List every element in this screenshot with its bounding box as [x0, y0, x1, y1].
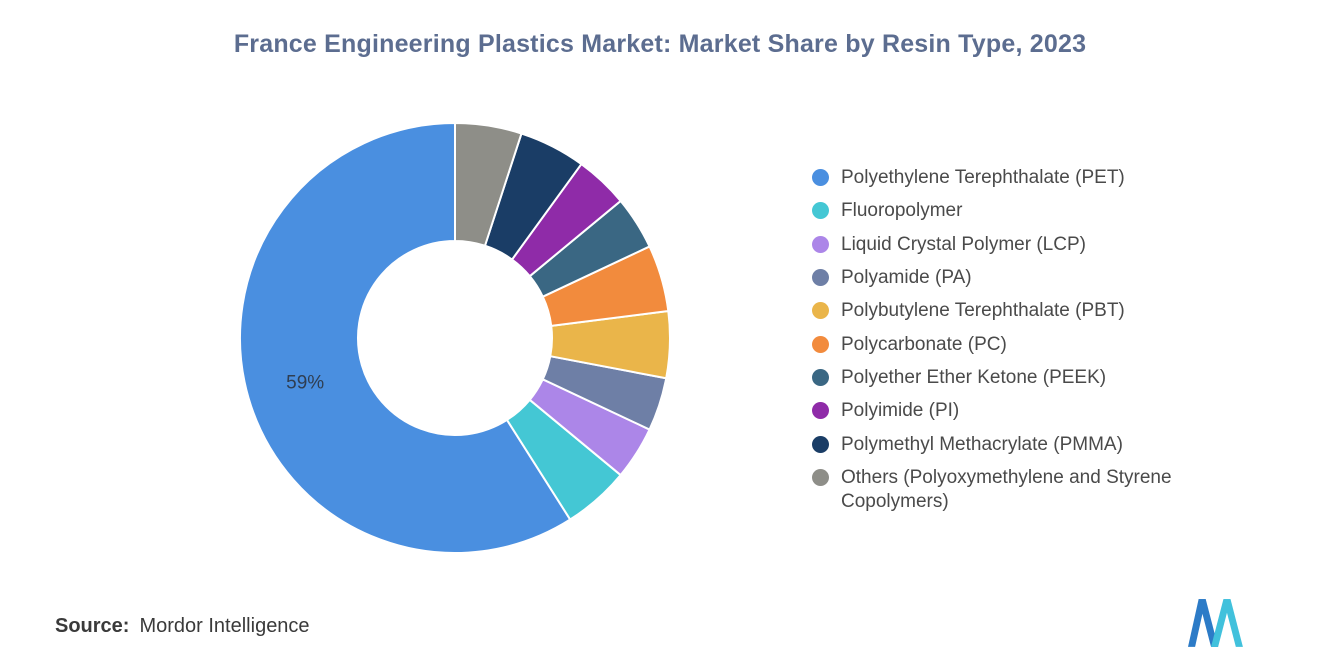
legend-item: Others (Polyoxymethylene and Styrene Cop… — [812, 466, 1262, 515]
legend-item: Polymethyl Methacrylate (PMMA) — [812, 433, 1262, 457]
legend-swatch-icon — [812, 202, 829, 220]
legend-label: Fluoropolymer — [841, 200, 963, 222]
legend-swatch-icon — [812, 268, 829, 286]
legend-swatch-icon — [812, 402, 829, 420]
legend-swatch-icon — [812, 302, 829, 320]
slice-data-label: 59% — [286, 373, 324, 394]
page-title: France Engineering Plastics Market: Mark… — [233, 30, 1087, 58]
legend-item: Polyamide (PA) — [812, 266, 1262, 290]
legend-swatch-icon — [812, 169, 829, 186]
legend-item: Polyimide (PI) — [812, 399, 1262, 423]
mordor-intelligence-logo — [1188, 599, 1243, 647]
legend-swatch-icon — [812, 435, 829, 453]
pie-slice-0 — [238, 122, 572, 554]
donut-chart-svg: 59% — [238, 122, 671, 554]
legend-swatch-icon — [812, 468, 829, 486]
pie-slice-9 — [454, 122, 523, 247]
source-value: Mordor Intelligence — [139, 615, 310, 637]
legend: Polyethylene Terephthalate (PET) Fluoropo… — [812, 166, 1262, 514]
legend-swatch-icon — [812, 335, 829, 353]
legend-label: Polybutylene Terephthalate (PBT) — [841, 300, 1125, 322]
legend-label: Others (Polyoxymethylene and Styrene Cop… — [841, 466, 1172, 513]
legend-item: Polybutylene Terephthalate (PBT) — [812, 299, 1262, 323]
legend-item: Polyethylene Terephthalate (PET) — [812, 166, 1262, 190]
source-line: Source: Mordor Intelligence — [55, 615, 310, 638]
legend-item: Fluoropolymer — [812, 199, 1262, 223]
legend-label: Polyether Ether Ketone (PEEK) — [841, 366, 1107, 388]
source-label: Source: — [55, 615, 130, 637]
legend-label: Polyethylene Terephthalate (PET) — [841, 167, 1125, 188]
legend-label: Liquid Crystal Polymer (LCP) — [841, 233, 1086, 255]
legend-swatch-icon — [812, 235, 829, 253]
legend-swatch-icon — [812, 368, 829, 386]
legend-item: Liquid Crystal Polymer (LCP) — [812, 233, 1262, 257]
legend-item: Polycarbonate (PC) — [812, 333, 1262, 357]
legend-label: Polyamide (PA) — [841, 266, 972, 288]
donut-chart: 59% — [233, 116, 677, 560]
legend-item: Polyether Ether Ketone (PEEK) — [812, 366, 1262, 390]
legend-label: Polymethyl Methacrylate (PMMA) — [841, 433, 1123, 455]
legend-label: Polyimide (PI) — [841, 400, 960, 422]
legend-label: Polycarbonate (PC) — [841, 333, 1007, 355]
